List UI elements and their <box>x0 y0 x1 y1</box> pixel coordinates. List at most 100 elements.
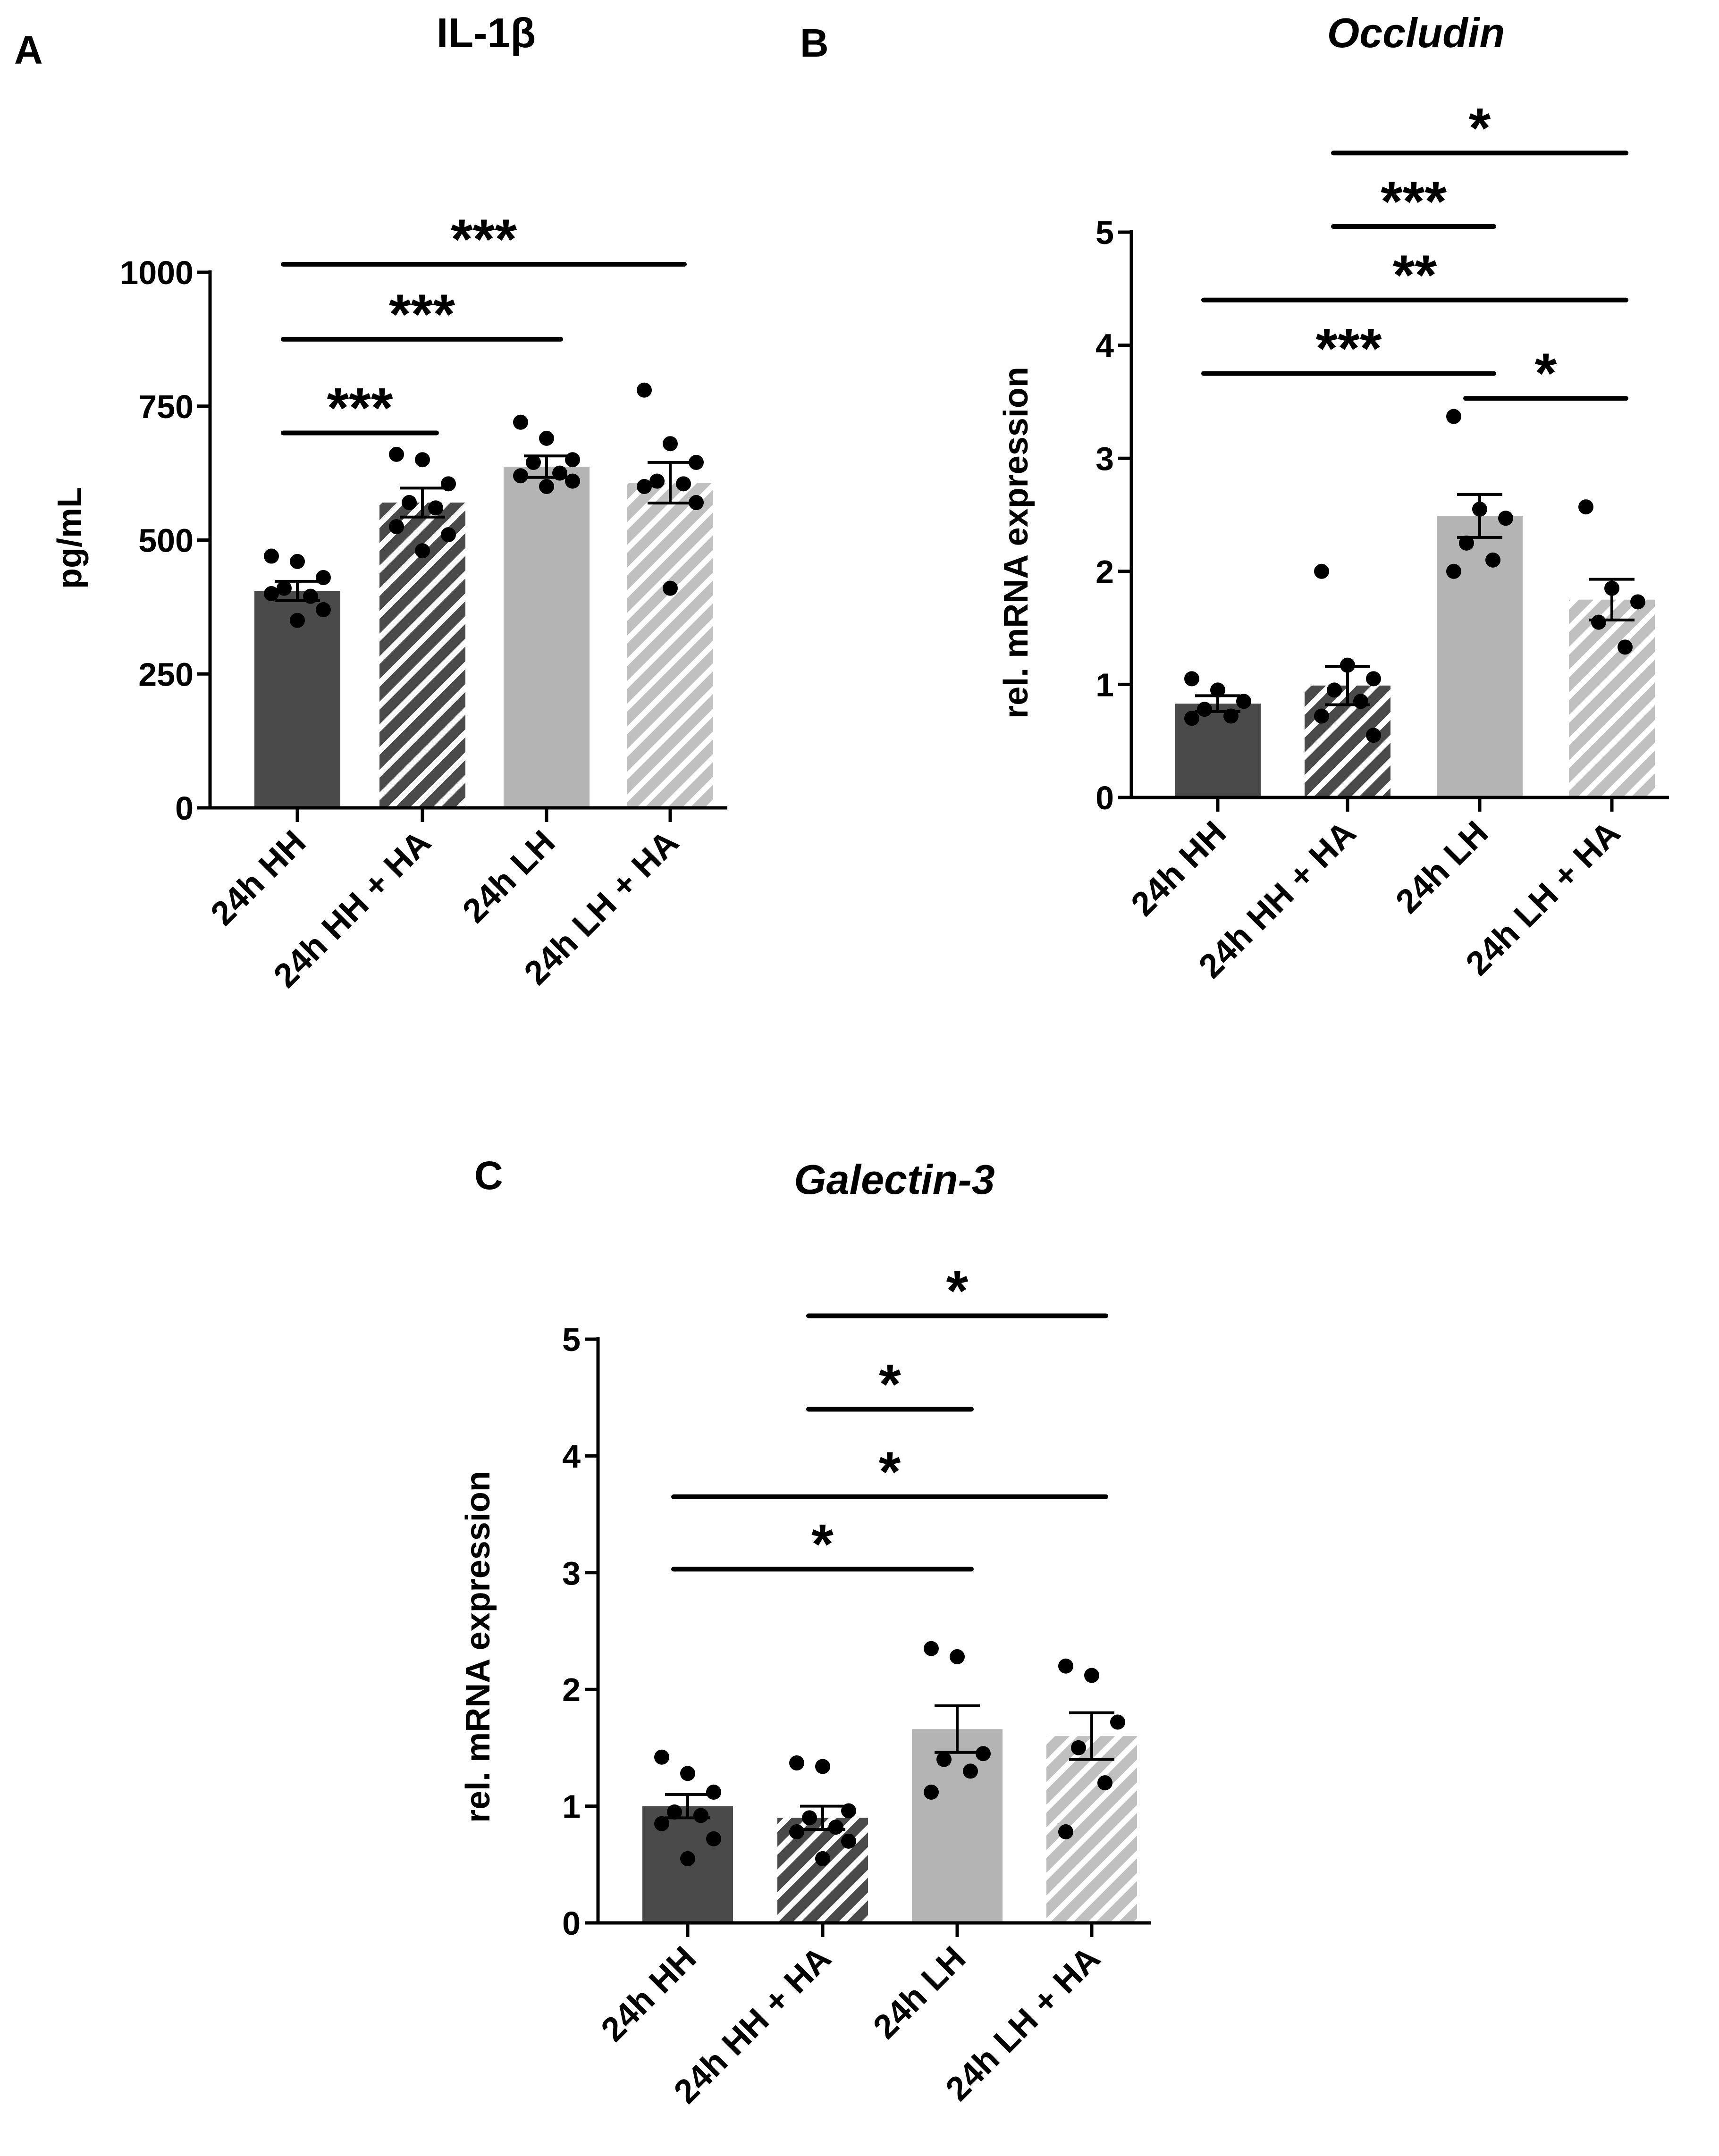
data-point <box>264 548 279 564</box>
data-point <box>1314 708 1329 724</box>
y-tick-label: 750 <box>138 388 194 425</box>
y-tick-label: 4 <box>1095 327 1114 364</box>
data-point <box>1353 694 1368 709</box>
data-point <box>1498 511 1513 526</box>
y-tick-label: 1 <box>562 1788 581 1825</box>
significance-stars: *** <box>1381 170 1447 233</box>
bar <box>627 483 713 808</box>
data-point <box>654 1816 669 1831</box>
y-tick-label: 1 <box>1095 666 1114 703</box>
data-point <box>290 554 305 569</box>
data-point <box>924 1641 939 1656</box>
data-point <box>1485 552 1500 568</box>
data-point <box>1058 1658 1073 1674</box>
panel-c-title: Galectin-3 <box>794 1156 994 1203</box>
x-tick-label: 24h LH <box>455 823 562 930</box>
data-point <box>264 586 279 601</box>
data-point <box>924 1784 939 1800</box>
data-point <box>513 414 528 430</box>
data-point <box>654 1749 669 1765</box>
data-point <box>649 473 665 489</box>
data-point <box>513 468 528 484</box>
data-point <box>1578 499 1593 515</box>
y-tick-label: 4 <box>562 1438 581 1475</box>
data-point <box>316 570 331 585</box>
significance-stars: ** <box>1393 243 1437 307</box>
panel-letter-b: B <box>800 21 829 65</box>
y-tick-label: 500 <box>138 522 194 559</box>
significance-stars: * <box>1469 96 1491 159</box>
y-tick-label: 2 <box>1095 554 1114 590</box>
data-point <box>667 1804 682 1820</box>
y-tick-label: 0 <box>175 790 194 827</box>
significance-stars: *** <box>451 208 517 271</box>
data-point <box>936 1752 952 1767</box>
data-point <box>1097 1775 1112 1791</box>
y-tick-label: 5 <box>1095 214 1114 251</box>
x-tick-label: 24h HH <box>1124 814 1233 923</box>
panel-b-title: Occludin <box>1327 9 1505 56</box>
bar <box>1437 516 1523 797</box>
data-point <box>1236 694 1251 709</box>
data-point <box>1184 671 1199 687</box>
data-point <box>539 430 554 446</box>
data-point <box>1058 1824 1073 1840</box>
data-point <box>1327 682 1342 698</box>
significance-stars: *** <box>389 283 455 346</box>
data-point <box>676 476 691 492</box>
data-point <box>706 1831 721 1846</box>
data-point <box>415 543 430 559</box>
x-tick-label: 24h HH <box>203 823 313 933</box>
data-point <box>950 1649 965 1664</box>
data-point <box>1184 711 1199 726</box>
y-tick-label: 3 <box>1095 440 1114 477</box>
data-point <box>789 1755 804 1771</box>
data-point <box>815 1759 830 1774</box>
significance-stars: * <box>879 1352 901 1416</box>
y-tick-label: 5 <box>562 1321 581 1358</box>
data-point <box>815 1851 830 1866</box>
data-point <box>1618 639 1633 655</box>
data-point <box>1314 563 1329 579</box>
significance-stars: *** <box>327 377 393 440</box>
x-tick-label: 24h LH <box>866 1939 973 2046</box>
data-point <box>637 382 652 398</box>
data-point <box>1366 728 1381 743</box>
bar <box>504 467 590 808</box>
significance-stars: * <box>811 1512 834 1576</box>
data-point <box>689 495 704 511</box>
data-point <box>963 1763 978 1779</box>
data-point <box>828 1820 843 1835</box>
significance-stars: * <box>946 1259 969 1323</box>
data-point <box>1197 702 1212 717</box>
data-point <box>1210 682 1225 698</box>
data-point <box>693 1808 708 1823</box>
data-point <box>565 452 580 468</box>
y-tick-label: 2 <box>562 1671 581 1708</box>
data-point <box>565 473 580 489</box>
data-point <box>526 454 541 470</box>
data-point <box>637 479 652 494</box>
data-point <box>316 602 331 618</box>
data-point <box>277 580 292 596</box>
panel-a-title: IL-1β <box>437 9 536 56</box>
panel-letter-c: C <box>474 1153 503 1198</box>
significance-stars: * <box>879 1440 901 1503</box>
y-tick-label: 1000 <box>120 254 194 291</box>
significance-stars: * <box>1535 342 1557 405</box>
data-point <box>1084 1668 1099 1683</box>
data-point <box>663 580 678 596</box>
data-point <box>1071 1740 1086 1755</box>
data-point <box>1630 594 1645 610</box>
x-tick-label: 24h LH <box>1389 814 1495 921</box>
data-point <box>1366 671 1381 687</box>
data-point <box>1446 563 1461 579</box>
data-point <box>1446 409 1461 424</box>
bar <box>1569 599 1655 797</box>
panel-b-ylabel: rel. mRNA expression <box>997 367 1035 719</box>
data-point <box>841 1833 856 1849</box>
